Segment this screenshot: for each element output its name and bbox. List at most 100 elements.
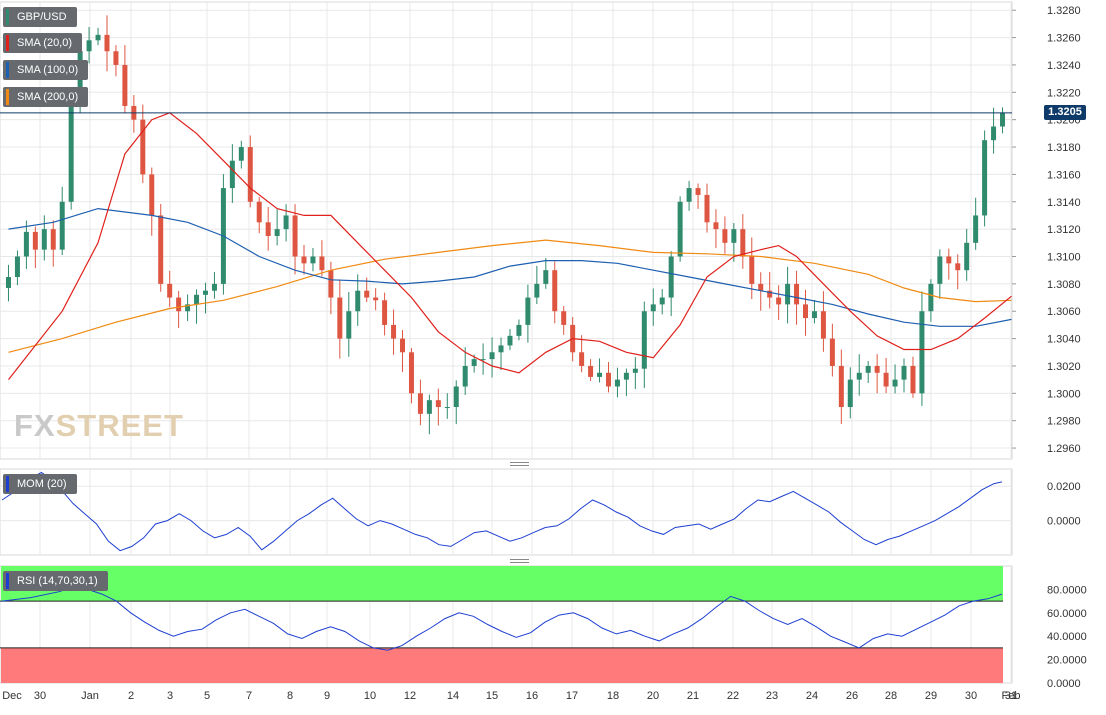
candle-body <box>713 222 719 230</box>
candle-body <box>964 242 970 271</box>
y-tick-label: 1.2960 <box>1047 443 1081 455</box>
candle-body <box>158 215 164 284</box>
candle-body <box>113 51 119 65</box>
candle-body <box>534 283 540 298</box>
candle-body <box>919 311 925 394</box>
x-tick-label: 21 <box>687 690 699 702</box>
candle-body <box>95 34 101 41</box>
candle-body <box>955 263 961 271</box>
x-tick-label: 8 <box>287 690 293 702</box>
candle-body <box>794 283 800 305</box>
candle-body <box>829 338 835 366</box>
candle-body <box>176 297 182 312</box>
candle-body <box>489 352 495 360</box>
legend-rsi: RSI (14,70,30,1) <box>3 571 108 591</box>
candle-body <box>722 229 728 243</box>
x-tick-label: 23 <box>766 690 778 702</box>
candle-body <box>892 379 898 387</box>
legend-swatch-sma100 <box>6 62 9 78</box>
candle-body <box>928 283 934 312</box>
candle-body <box>194 294 200 305</box>
candle-body <box>847 379 853 408</box>
candle-body <box>650 304 656 312</box>
y-tick-label: 1.3280 <box>1047 5 1081 17</box>
legend-swatch-mom <box>6 476 9 492</box>
candle-body <box>247 147 253 202</box>
candle-body <box>86 40 92 52</box>
candle-body <box>776 297 782 305</box>
candle-body <box>1000 112 1006 127</box>
x-tick-label: 15 <box>486 690 498 702</box>
candle-body <box>480 359 486 361</box>
candle-body <box>23 231 29 257</box>
mom-line <box>1 471 1003 552</box>
candle-body <box>229 160 235 189</box>
candle-body <box>5 277 11 288</box>
rsi-y-tick-label: 0.0000 <box>1047 678 1081 690</box>
candle-body <box>677 201 683 257</box>
candle-body <box>301 256 307 264</box>
mom-y-tick-label: 0.0200 <box>1047 481 1081 493</box>
candle-body <box>632 368 638 373</box>
candle-body <box>41 229 47 250</box>
x-tick-label: 17 <box>566 690 578 702</box>
rsi-y-tick-label: 60.0000 <box>1047 608 1087 620</box>
candle-body <box>292 215 298 257</box>
mom-y-tick-label: 0.0000 <box>1047 516 1081 528</box>
candle-body <box>140 119 146 175</box>
x-tick-label: 5 <box>204 690 210 702</box>
x-tick-label: 30 <box>965 690 977 702</box>
candle-body <box>588 365 594 377</box>
y-tick-label: 1.3080 <box>1047 279 1081 291</box>
candle-body <box>982 140 988 216</box>
y-tick-label: 1.2980 <box>1047 416 1081 428</box>
candle-body <box>659 297 665 305</box>
x-tick-label: 12 <box>404 690 416 702</box>
candle-body <box>731 229 737 243</box>
x-tick-label: Dec <box>2 690 22 702</box>
candle-body <box>991 126 997 141</box>
candle-body <box>597 372 603 377</box>
x-tick-label: 14 <box>447 690 459 702</box>
legend-swatch-gbpusd <box>6 9 9 25</box>
rsi-oversold-zone <box>1 647 1003 683</box>
y-tick-label: 1.3160 <box>1047 169 1081 181</box>
legend-label-gbpusd: GBP/USD <box>17 11 67 23</box>
watermark-street: STREET <box>55 408 184 443</box>
candle-body <box>811 311 817 319</box>
candle-body <box>695 188 701 195</box>
candle-body <box>274 229 280 236</box>
y-tick-label: 1.3100 <box>1047 251 1081 263</box>
rsi-y-tick-label: 20.0000 <box>1047 655 1087 667</box>
rsi-overbought-zone <box>1 566 1003 602</box>
candle-body <box>856 372 862 380</box>
x-tick-label: 9 <box>324 690 330 702</box>
x-tick-label: 7 <box>246 690 252 702</box>
candle-body <box>355 290 361 312</box>
legend-swatch-sma200 <box>6 89 9 105</box>
x-tick-label: Jan <box>81 690 99 702</box>
y-tick-label: 1.3040 <box>1047 334 1081 346</box>
candle-body <box>283 215 289 230</box>
x-tick-label: 10 <box>364 690 376 702</box>
candle-body <box>400 338 406 353</box>
candle-body <box>507 335 513 346</box>
candle-body <box>149 174 155 216</box>
legend-sma200: SMA (200,0) <box>3 87 89 107</box>
candle-body <box>516 324 522 336</box>
candle-body <box>202 290 208 295</box>
watermark-fx: FX <box>14 408 56 443</box>
candle-body <box>471 359 477 366</box>
candle-body <box>32 231 38 250</box>
candle-body <box>256 201 262 223</box>
x-tick-label: Feb <box>1002 690 1021 702</box>
mom-panel-frame <box>0 468 1013 556</box>
candle-body <box>408 352 414 394</box>
candle-body <box>453 386 459 408</box>
x-tick-label: 28 <box>885 690 897 702</box>
candle-body <box>364 290 370 298</box>
x-tick-label: 18 <box>607 690 619 702</box>
x-tick-label: 29 <box>925 690 937 702</box>
candle-body <box>167 283 173 298</box>
